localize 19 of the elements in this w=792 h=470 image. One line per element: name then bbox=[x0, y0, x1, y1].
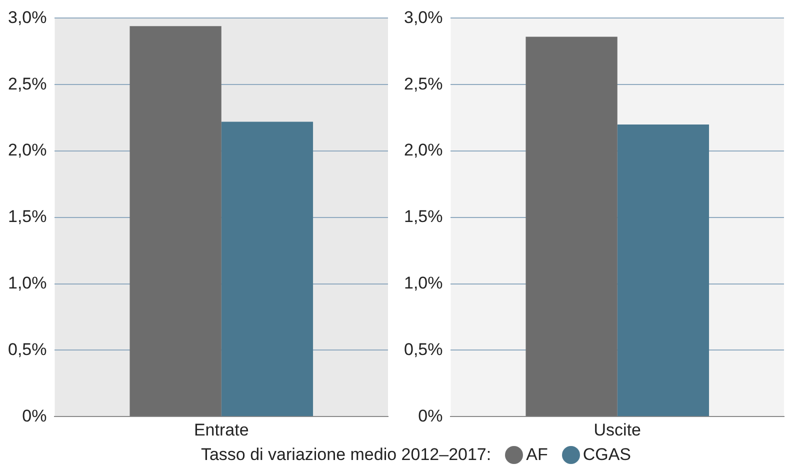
y-tick-label: 1,0% bbox=[404, 273, 443, 292]
legend-label: CGAS bbox=[582, 445, 632, 465]
y-tick-label: 0,5% bbox=[404, 340, 443, 359]
legend-title: Tasso di variazione medio 2012–2017: bbox=[200, 445, 492, 465]
y-tick-label: 2,5% bbox=[8, 74, 47, 94]
y-tick-label: 2,0% bbox=[404, 140, 443, 160]
y-tick-label: 2,5% bbox=[404, 74, 443, 94]
y-tick-label: 3,0% bbox=[8, 8, 47, 27]
y-tick-label: 1,5% bbox=[404, 207, 443, 226]
y-tick-label: 0% bbox=[418, 406, 443, 426]
x-tick-label: Entrate bbox=[194, 420, 249, 440]
legend-label: AF bbox=[526, 445, 548, 465]
y-tick-label: 3,0% bbox=[404, 8, 443, 27]
y-tick-label: 0,5% bbox=[8, 340, 47, 359]
y-tick-label: 2,0% bbox=[8, 140, 47, 160]
x-tick-label: Uscite bbox=[594, 420, 641, 440]
y-tick-label: 0% bbox=[22, 406, 47, 426]
y-tick-label: 1,5% bbox=[8, 207, 47, 226]
y-tick-label: 1,0% bbox=[8, 273, 47, 292]
